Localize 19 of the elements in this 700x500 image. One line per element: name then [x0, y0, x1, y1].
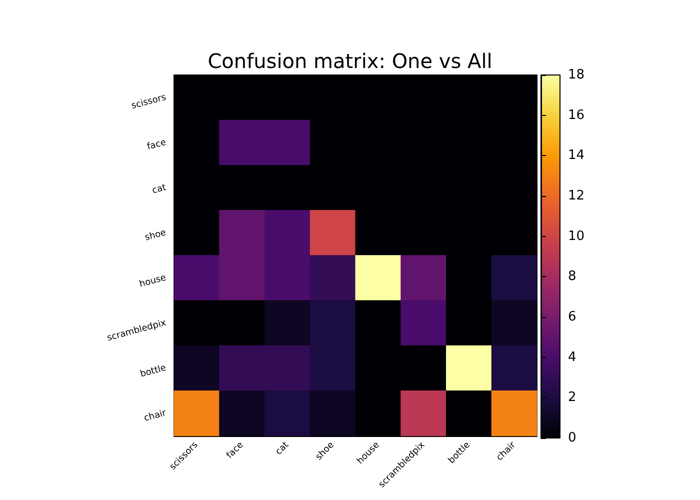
color-bar-label: 16 [568, 108, 585, 123]
y-tick-label: bottle [139, 363, 168, 380]
color-bar-label: 18 [568, 68, 585, 82]
color-bar-label: 2 [568, 390, 576, 406]
y-tick-label: cat [151, 182, 168, 196]
chart-title: Confusion matrix: One vs All [208, 49, 492, 73]
y-tick-label: house [138, 273, 168, 290]
color-bar-label: 0 [568, 430, 576, 446]
color-bar-label: 6 [568, 310, 576, 324]
color-bar-label: 14 [568, 148, 585, 164]
color-bar-label: 4 [568, 350, 576, 365]
y-tick-label: face [146, 138, 168, 152]
color-bar-label: 12 [568, 188, 585, 204]
x-tick-label: cat [274, 440, 292, 458]
color-bar-label: 8 [568, 269, 576, 284]
color-bar-label: 10 [568, 228, 585, 244]
y-tick-label: shoe [144, 228, 168, 244]
y-tick-label: scissors [130, 92, 168, 112]
y-tick-label: chair [143, 408, 168, 424]
